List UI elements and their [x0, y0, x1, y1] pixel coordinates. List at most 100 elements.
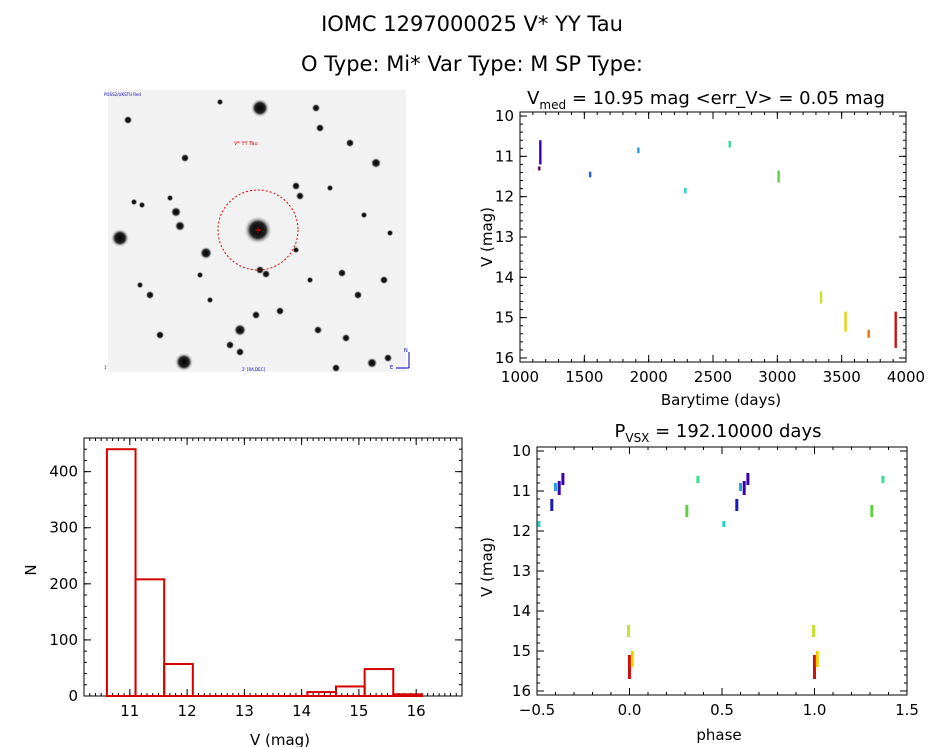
star-8 [370, 157, 382, 169]
light-curve-point [588, 171, 592, 178]
target-circle [217, 189, 299, 271]
phased-curve-point [722, 521, 726, 527]
phased-curve-title: PVSX = 192.10000 days [615, 421, 822, 445]
light-curve-point [844, 311, 847, 332]
light-curve-xlabel: Barytime (days) [661, 391, 781, 409]
svg-text:PVSX = 192.10000 days: PVSX = 192.10000 days [615, 421, 822, 445]
light-curve-point [819, 291, 823, 304]
star-1 [250, 98, 270, 118]
histogram-xtick-label: 14 [292, 702, 311, 720]
histogram-xlabel: V (mag) [250, 731, 310, 747]
star-37 [206, 296, 214, 304]
star-30 [166, 194, 174, 202]
light-curve-xtick-label: 3500 [823, 368, 861, 386]
image-label-scale: 1' [104, 365, 108, 370]
phased-curve-point [685, 505, 689, 517]
histogram-bar [335, 685, 366, 697]
phased-curve-point [735, 499, 739, 511]
star-20 [366, 357, 378, 369]
star-13 [295, 191, 305, 201]
phased-curve-point [870, 505, 874, 517]
image-label-survey: POSS2/UKSTU Red [104, 92, 141, 97]
phased-curve-point [557, 481, 561, 495]
star-3 [110, 228, 130, 248]
phased-curve-xtick-label: 0.5 [710, 701, 734, 719]
star-25 [155, 330, 165, 340]
histogram-ytick-label: 300 [49, 519, 78, 537]
star-14 [337, 268, 347, 278]
histogram-xtick-label: 13 [235, 702, 254, 720]
histogram-frame [83, 437, 463, 697]
star-18 [235, 347, 245, 357]
light-curve-ytick-label: 15 [495, 309, 514, 327]
star-27 [225, 340, 235, 350]
light-curve-ytick-label: 12 [495, 188, 514, 206]
light-curve-xtick-label: 2000 [630, 368, 668, 386]
star-12 [291, 181, 301, 191]
star-19 [313, 325, 323, 335]
light-curve-chart: Vmed = 10.95 mag <err_V> = 0.05 mag 1000… [478, 88, 925, 409]
light-curve-title: Vmed = 10.95 mag <err_V> = 0.05 mag [527, 88, 885, 112]
phased-curve-point [554, 483, 557, 491]
phased-curve-point [812, 625, 816, 637]
star-36 [386, 229, 394, 237]
histogram-ytick-label: 400 [49, 463, 78, 481]
light-curve-point [867, 329, 870, 338]
phased-curve-xlabel: phase [696, 726, 741, 744]
light-curve-ytick-label: 14 [495, 268, 514, 286]
phased-curve-ytick-label: 11 [512, 482, 531, 500]
star-6 [170, 206, 182, 218]
phased-curve-point [742, 481, 746, 495]
phased-curve-ytick-label: 15 [512, 642, 531, 660]
star-31 [180, 153, 190, 163]
star-42 [292, 246, 300, 254]
light-curve-ytick-label: 11 [495, 147, 514, 165]
phased-curve-point [746, 473, 750, 485]
histogram-chart: 11 12 13 14 15 16 0 100 200 300 400 V (mag) N [22, 437, 463, 747]
star-7 [233, 323, 247, 337]
phased-curve-xtick-label: 0.0 [618, 701, 642, 719]
star-28 [275, 306, 285, 316]
phased-curve-point [815, 651, 819, 667]
star-33 [136, 281, 144, 289]
star-29 [311, 103, 321, 113]
light-curve-ytick-label: 16 [495, 349, 514, 367]
phased-curve-frame [536, 446, 908, 696]
star-21 [383, 353, 393, 363]
light-curve-xtick-label: 4000 [887, 368, 925, 386]
phased-curve-xtick-label: 1.5 [895, 701, 919, 719]
histogram-bar [105, 448, 137, 697]
star-32 [138, 201, 146, 209]
phased-curve-ytick-label: 13 [512, 562, 531, 580]
star-43 [306, 276, 314, 284]
light-curve-xtick-label: 1000 [501, 368, 539, 386]
phased-curve-point [881, 475, 885, 483]
light-curve-ytick-label: 10 [495, 107, 514, 125]
star-11 [345, 138, 355, 148]
histogram-ytick-label: 100 [49, 631, 78, 649]
histogram-xtick-label: 15 [349, 702, 368, 720]
star-2 [174, 352, 194, 372]
light-curve-point [538, 166, 541, 171]
target-label: V* YY Tau [234, 141, 258, 147]
star-41 [130, 198, 138, 206]
star-26 [145, 290, 155, 300]
star-39 [326, 184, 334, 192]
phased-curve-point [696, 475, 700, 483]
svg-text:Vmed = 10.95 mag <err_V> = 0.0: Vmed = 10.95 mag <err_V> = 0.05 mag [527, 88, 885, 112]
histogram-bar [134, 578, 166, 697]
phased-curve-point [630, 651, 634, 667]
star-35 [360, 211, 368, 219]
histogram-xtick-label: 12 [178, 702, 197, 720]
histogram-bar [306, 691, 338, 698]
star-9 [315, 123, 325, 133]
star-17 [261, 269, 271, 279]
star-15 [251, 310, 261, 320]
light-curve-ytick-label: 13 [495, 228, 514, 246]
histogram-bar [363, 668, 395, 698]
sky-image-panel: V* YY Tau POSS2/UKSTU Red 1' 2' [RA,DEC]… [104, 90, 410, 373]
light-curve-point [777, 170, 780, 183]
phased-curve-chart: PVSX = 192.10000 days −0.5 0.0 0.5 1.0 1.5 10… [478, 421, 919, 744]
star-23 [379, 275, 389, 285]
light-curve-point [637, 147, 640, 154]
